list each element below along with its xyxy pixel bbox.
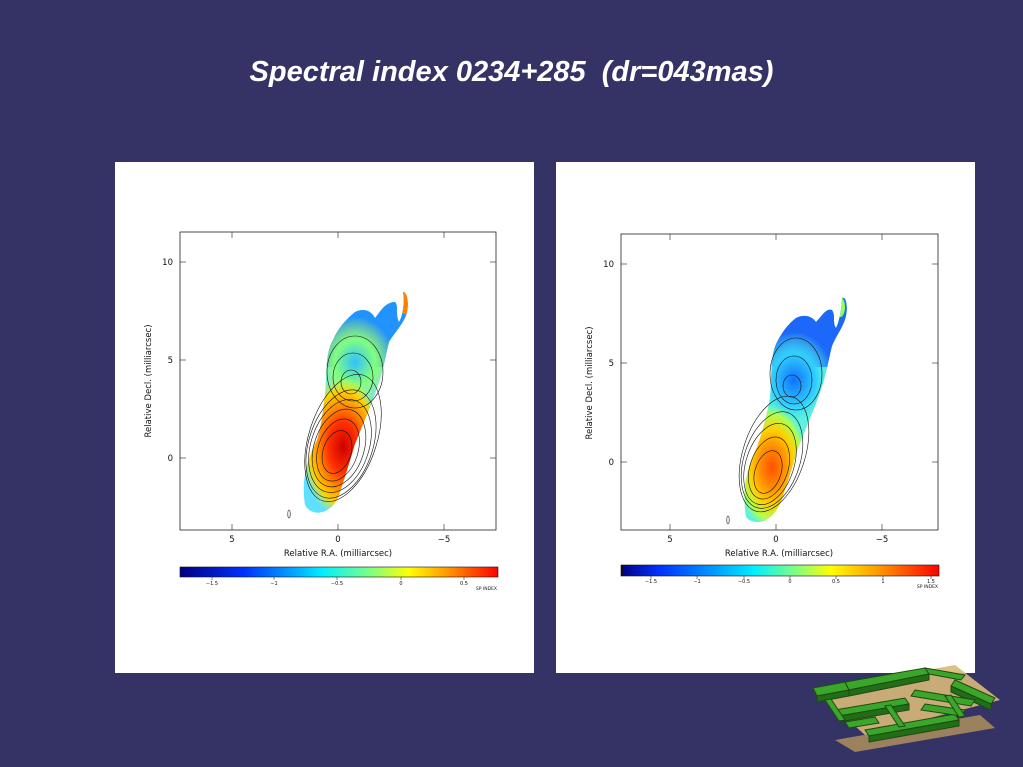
x-axis-label: Relative R.A. (milliarcsec) xyxy=(725,549,833,559)
x-tick-label: 0 xyxy=(335,535,340,545)
y-tick-label: 10 xyxy=(603,260,614,270)
x-tick-label: −5 xyxy=(438,535,451,545)
colorbar-tick-label: −1 xyxy=(693,579,700,585)
colorbar-tick-label: 0 xyxy=(788,579,791,585)
spectral-index-map-right: 10 5 0 5 0 −5 Relative R.A. (milliarcsec… xyxy=(556,162,975,673)
map-figure-right: 10 5 0 5 0 −5 Relative R.A. (milliarcsec… xyxy=(585,233,940,590)
colorbar: −1.5 −1 −0.5 0 0.5 SP INDEX xyxy=(179,566,499,592)
colorbar-tick-label: −1 xyxy=(270,581,277,587)
x-tick-label: −5 xyxy=(876,535,889,545)
green-maze-icon xyxy=(812,665,1000,752)
colorbar-tick-label: −1.5 xyxy=(645,579,657,585)
x-tick-label: 5 xyxy=(229,535,234,545)
colorbar-tick-label: 0.5 xyxy=(460,581,468,587)
spectral-index-map-left: 10 5 0 5 0 −5 Relative R.A. (milliarcsec… xyxy=(115,162,534,673)
y-tick-label: 0 xyxy=(168,454,173,464)
x-tick-label: 5 xyxy=(667,535,672,545)
x-axis-label: Relative R.A. (milliarcsec) xyxy=(284,549,392,559)
colorbar-tick-label: −0.5 xyxy=(738,579,750,585)
y-axis-label: Relative Decl. (milliarcsec) xyxy=(585,326,595,439)
colorbar-label: SP INDEX xyxy=(476,586,497,592)
y-axis-label: Relative Decl. (milliarcsec) xyxy=(144,324,154,437)
colorbar-tick-label: 0.5 xyxy=(832,579,840,585)
colorbar-label: SP INDEX xyxy=(917,584,938,590)
map-figure-left: 10 5 0 5 0 −5 Relative R.A. (milliarcsec… xyxy=(144,231,499,592)
y-tick-label: 10 xyxy=(162,258,173,268)
colorbar-tick-label: −1.5 xyxy=(206,581,218,587)
colorbar: −1.5 −1 −0.5 0 0.5 1 1.5 SP INDEX xyxy=(620,564,940,590)
colorbar-tick-label: 1 xyxy=(881,579,884,585)
colorbar-tick-label: −0.5 xyxy=(331,581,343,587)
colorbar-tick-label: 0 xyxy=(399,581,402,587)
colorbar-tick-label: 1.5 xyxy=(927,579,935,585)
y-tick-label: 5 xyxy=(168,356,173,366)
x-tick-label: 0 xyxy=(773,535,778,545)
y-tick-label: 0 xyxy=(609,458,614,468)
slide-title: Spectral index 0234+285 (dr=043mas) xyxy=(249,56,774,88)
y-tick-label: 5 xyxy=(609,359,614,369)
